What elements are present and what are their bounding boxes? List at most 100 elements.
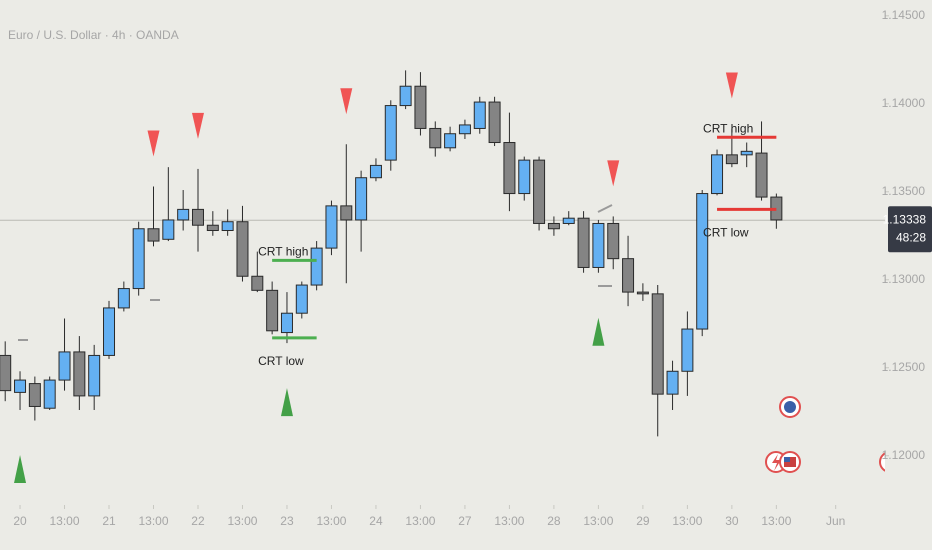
candle bbox=[740, 142, 753, 168]
candle bbox=[399, 70, 412, 110]
x-tick-label: 13:00 bbox=[405, 514, 435, 528]
candle bbox=[681, 311, 694, 396]
x-tick-label: 13:00 bbox=[494, 514, 524, 528]
candle bbox=[755, 121, 768, 201]
crt-label: CRT low bbox=[258, 354, 304, 368]
candle-body bbox=[429, 127, 442, 149]
crt-label: CRT low bbox=[703, 226, 749, 240]
candle-body bbox=[28, 383, 41, 407]
candle-body bbox=[607, 222, 620, 260]
candle bbox=[725, 128, 738, 168]
crt-label: CRT high bbox=[258, 245, 308, 259]
candle bbox=[414, 72, 427, 136]
x-tick-label: 24 bbox=[369, 514, 383, 528]
candle-body bbox=[191, 208, 204, 226]
candle bbox=[177, 190, 190, 231]
candle-body bbox=[725, 154, 738, 165]
candle-body bbox=[310, 247, 323, 286]
candle bbox=[369, 158, 382, 182]
candle-body bbox=[696, 193, 709, 330]
candle-body bbox=[518, 159, 531, 195]
plot: CRT high CRT low CRT high CRT low bbox=[0, 70, 885, 483]
x-tick-label: 20 bbox=[13, 514, 27, 528]
y-tick-label: 1.12500 bbox=[882, 360, 926, 374]
candle-body bbox=[177, 208, 190, 221]
candle bbox=[429, 121, 442, 157]
x-tick-label: 29 bbox=[636, 514, 650, 528]
candle-body bbox=[295, 284, 308, 314]
y-tick-label: 1.13500 bbox=[882, 184, 926, 198]
candle-body bbox=[221, 221, 234, 232]
candle bbox=[547, 216, 560, 236]
candle-body bbox=[711, 154, 724, 195]
candle-body bbox=[340, 205, 353, 221]
x-tick-label: 28 bbox=[547, 514, 561, 528]
x-tick-label: 30 bbox=[725, 514, 739, 528]
candle-body bbox=[755, 152, 768, 198]
candle bbox=[251, 251, 264, 293]
x-tick-label: 13:00 bbox=[761, 514, 791, 528]
candle-body bbox=[473, 101, 486, 129]
candle bbox=[236, 205, 249, 282]
candle-body bbox=[162, 219, 175, 240]
candle-body bbox=[740, 150, 753, 156]
candle-body bbox=[147, 228, 160, 242]
candle bbox=[577, 211, 590, 273]
candle-body bbox=[562, 217, 575, 224]
candle-body bbox=[488, 101, 501, 144]
y-tick-label: 1.13000 bbox=[882, 272, 926, 286]
candle bbox=[562, 211, 575, 226]
candle bbox=[310, 241, 323, 291]
candle-body bbox=[636, 291, 649, 295]
candle bbox=[592, 219, 605, 273]
x-tick-label: 22 bbox=[191, 514, 205, 528]
marker-dash bbox=[597, 204, 613, 213]
event-icons[interactable] bbox=[765, 396, 901, 473]
price-badge-countdown: 48:28 bbox=[896, 230, 926, 244]
price-badge-value: 1.13338 bbox=[883, 212, 927, 226]
candle-body bbox=[236, 221, 249, 277]
sell-signal bbox=[607, 160, 620, 187]
crt-label: CRT high bbox=[703, 121, 753, 135]
candle bbox=[770, 193, 783, 229]
candle-body bbox=[14, 379, 27, 393]
candle bbox=[666, 360, 679, 410]
candle bbox=[340, 144, 353, 284]
price-axis-bg bbox=[885, 0, 932, 550]
candle bbox=[696, 190, 709, 337]
candle bbox=[88, 344, 101, 410]
candle bbox=[458, 119, 471, 140]
x-tick-label: Jun bbox=[826, 514, 845, 528]
x-tick-label: 13:00 bbox=[672, 514, 702, 528]
candle-body bbox=[369, 164, 382, 179]
candle bbox=[43, 376, 56, 410]
candle-body bbox=[666, 370, 679, 395]
x-tick-label: 23 bbox=[280, 514, 294, 528]
candle-body bbox=[117, 288, 130, 309]
candle-body bbox=[622, 258, 635, 293]
x-tick-label: 13:00 bbox=[583, 514, 613, 528]
candle bbox=[132, 221, 145, 296]
candle bbox=[355, 170, 368, 252]
buy-signal bbox=[592, 317, 605, 346]
candle bbox=[622, 235, 635, 307]
candle-body bbox=[592, 222, 605, 268]
candle bbox=[533, 156, 546, 231]
candle-body bbox=[280, 312, 293, 334]
x-tick-label: 27 bbox=[458, 514, 472, 528]
candle-body bbox=[458, 124, 471, 135]
candle-body bbox=[132, 228, 145, 290]
buy-signal bbox=[280, 388, 293, 417]
x-tick-label: 13:00 bbox=[227, 514, 257, 528]
candle bbox=[607, 216, 620, 270]
candle bbox=[103, 300, 116, 359]
buy-signal bbox=[14, 454, 27, 483]
candle bbox=[0, 341, 12, 402]
candle bbox=[473, 96, 486, 134]
x-tick-label: 13:00 bbox=[316, 514, 346, 528]
candle bbox=[73, 336, 86, 410]
sell-signal bbox=[340, 88, 353, 115]
candle bbox=[295, 281, 308, 319]
candle-body bbox=[681, 328, 694, 372]
